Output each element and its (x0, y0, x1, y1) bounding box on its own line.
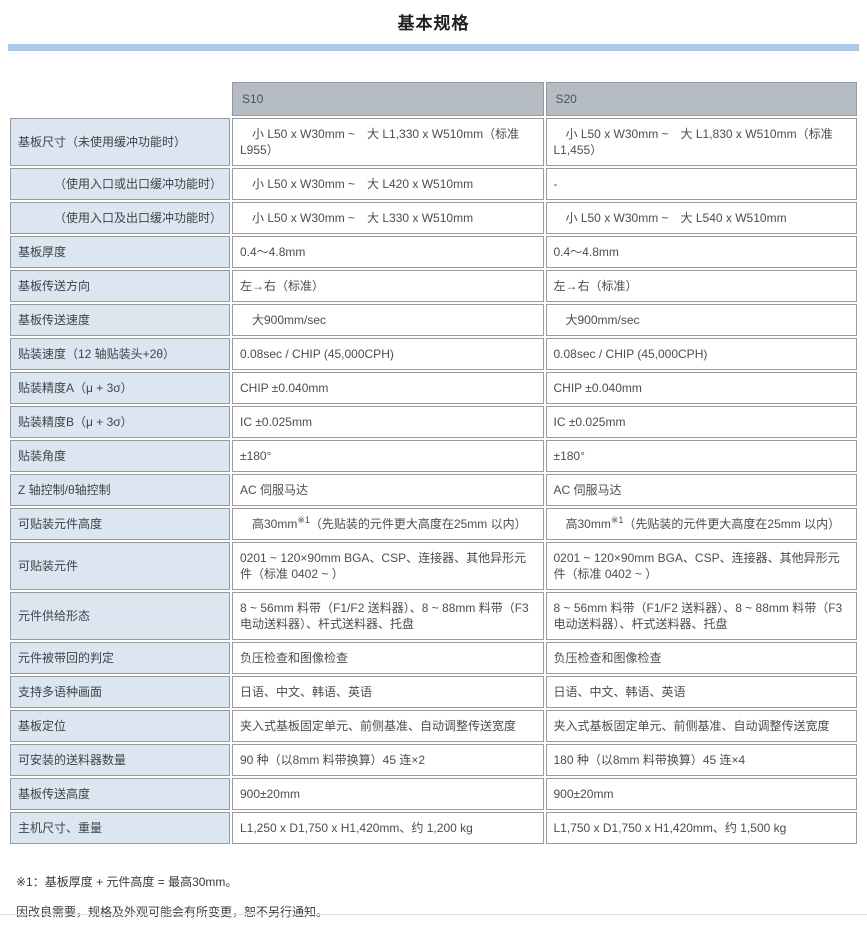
corner-cell (10, 82, 230, 116)
value-s20: - (545, 168, 857, 200)
spec-row: 支持多语种画面 日语、中文、韩语、英语 日语、中文、韩语、英语 (10, 676, 857, 708)
spec-table: S10 S20 基板尺寸（未使用缓冲功能时） 小 L50 x W30mm ~ 大… (8, 80, 859, 846)
row-label: 可贴装元件高度 (10, 508, 230, 540)
value-s10: 负压检查和图像检查 (232, 642, 544, 674)
value-s20: 0201 ~ 120×90mm BGA、CSP、连接器、其他异形元件（标准 04… (545, 542, 857, 590)
value-s10: CHIP ±0.040mm (232, 372, 544, 404)
row-label: 可贴装元件 (10, 542, 230, 590)
footnote-ref: ※1 (297, 515, 310, 525)
value-s20: 日语、中文、韩语、英语 (545, 676, 857, 708)
value-s20: 高30mm※1（先贴装的元件更大高度在25mm 以内） (545, 508, 857, 540)
row-label: 基板传送高度 (10, 778, 230, 810)
row-label: 贴装角度 (10, 440, 230, 472)
spec-row: 基板尺寸（未使用缓冲功能时） 小 L50 x W30mm ~ 大 L1,330 … (10, 118, 857, 166)
row-label: 贴装精度B（μ + 3σ） (10, 406, 230, 438)
row-label: 贴装速度（12 轴贴装头+2θ） (10, 338, 230, 370)
value-s20: 夹入式基板固定单元、前侧基准、自动调整传送宽度 (545, 710, 857, 742)
row-label: 主机尺寸、重量 (10, 812, 230, 844)
spec-row: 主机尺寸、重量 L1,250 x D1,750 x H1,420mm、约 1,20… (10, 812, 857, 844)
value-s20: 小 L50 x W30mm ~ 大 L1,830 x W510mm（标准L1,4… (545, 118, 857, 166)
value-s20: 900±20mm (545, 778, 857, 810)
page-header: 基本规格 (0, 0, 867, 51)
value-s20: 8 ~ 56mm 料带（F1/F2 送料器）、8 ~ 88mm 料带（F3 电动… (545, 592, 857, 640)
column-header-s20: S20 (545, 82, 857, 116)
footnote-2: 因改良需要，规格及外观可能会有所变更，恕不另行通知。 (16, 905, 329, 919)
spec-row: 元件被带回的判定 负压检查和图像检查 负压检查和图像检查 (10, 642, 857, 674)
row-label: 可安装的送料器数量 (10, 744, 230, 776)
value-s10: 小 L50 x W30mm ~ 大 L420 x W510mm (232, 168, 544, 200)
value-s10: 0.08sec / CHIP (45,000CPH) (232, 338, 544, 370)
spec-row: 基板传送方向 左→右（标准） 左→右（标准） (10, 270, 857, 302)
row-label: 基板厚度 (10, 236, 230, 268)
footnote-1: ※1：基板厚度 + 元件高度 = 最高30mm。 (16, 875, 238, 889)
spec-row: 基板传送高度 900±20mm 900±20mm (10, 778, 857, 810)
spec-row: 基板传送速度 大900mm/sec 大900mm/sec (10, 304, 857, 336)
row-label: 基板定位 (10, 710, 230, 742)
row-label: 基板传送速度 (10, 304, 230, 336)
row-label: 支持多语种画面 (10, 676, 230, 708)
value-s20: 左→右（标准） (545, 270, 857, 302)
value-s10: 900±20mm (232, 778, 544, 810)
value-s10: ±180° (232, 440, 544, 472)
row-label: （使用入口或出口缓冲功能时） (10, 168, 230, 200)
row-label: （使用入口及出口缓冲功能时） (10, 202, 230, 234)
row-label: 元件被带回的判定 (10, 642, 230, 674)
value-s20: 小 L50 x W30mm ~ 大 L540 x W510mm (545, 202, 857, 234)
value-s10: 夹入式基板固定单元、前侧基准、自动调整传送宽度 (232, 710, 544, 742)
value-s10: L1,250 x D1,750 x H1,420mm、约 1,200 kg (232, 812, 544, 844)
page-title: 基本规格 (397, 14, 470, 33)
value-s20: CHIP ±0.040mm (545, 372, 857, 404)
row-label: Z 轴控制/θ轴控制 (10, 474, 230, 506)
spec-row: Z 轴控制/θ轴控制 AC 伺服马达 AC 伺服马达 (10, 474, 857, 506)
value-s10: 90 种（以8mm 料带换算）45 连×2 (232, 744, 544, 776)
spec-row: 可贴装元件 0201 ~ 120×90mm BGA、CSP、连接器、其他异形元件（… (10, 542, 857, 590)
spec-row: 可贴装元件高度 高30mm※1（先贴装的元件更大高度在25mm 以内） 高30m… (10, 508, 857, 540)
value-s10: IC ±0.025mm (232, 406, 544, 438)
spec-row: 基板定位 夹入式基板固定单元、前侧基准、自动调整传送宽度 夹入式基板固定单元、前侧基… (10, 710, 857, 742)
row-label: 元件供给形态 (10, 592, 230, 640)
spec-row: 贴装速度（12 轴贴装头+2θ） 0.08sec / CHIP (45,000CP… (10, 338, 857, 370)
value-s20: 0.08sec / CHIP (45,000CPH) (545, 338, 857, 370)
spec-row: 贴装精度B（μ + 3σ） IC ±0.025mm IC ±0.025mm (10, 406, 857, 438)
bottom-divider (0, 914, 867, 915)
value-s20: AC 伺服马达 (545, 474, 857, 506)
value-s20: 负压检查和图像检查 (545, 642, 857, 674)
value-s20: 180 种（以8mm 料带换算）45 连×4 (545, 744, 857, 776)
value-s10: 小 L50 x W30mm ~ 大 L330 x W510mm (232, 202, 544, 234)
spec-section: S10 S20 基板尺寸（未使用缓冲功能时） 小 L50 x W30mm ~ 大… (8, 80, 859, 920)
value-s20: IC ±0.025mm (545, 406, 857, 438)
value-s20: L1,750 x D1,750 x H1,420mm、约 1,500 kg (545, 812, 857, 844)
value-s10: AC 伺服马达 (232, 474, 544, 506)
value-s10: 日语、中文、韩语、英语 (232, 676, 544, 708)
value-s20: 0.4～4.8mm (545, 236, 857, 268)
value-s10: 8 ~ 56mm 料带（F1/F2 送料器）、8 ~ 88mm 料带（F3 电动… (232, 592, 544, 640)
spec-row: 可安装的送料器数量 90 种（以8mm 料带换算）45 连×2 180 种（以8mm… (10, 744, 857, 776)
footnote-ref: ※1 (610, 515, 624, 525)
value-s10: 高30mm※1（先贴装的元件更大高度在25mm 以内） (232, 508, 544, 540)
value-s10: 小 L50 x W30mm ~ 大 L1,330 x W510mm（标准L955… (232, 118, 544, 166)
title-accent-bar (8, 44, 859, 51)
value-s20: 大900mm/sec (545, 304, 857, 336)
value-s20: ±180° (545, 440, 857, 472)
header-row: S10 S20 (10, 82, 857, 116)
value-s10: 0201 ~ 120×90mm BGA、CSP、连接器、其他异形元件（标准 04… (232, 542, 544, 590)
spec-row: （使用入口或出口缓冲功能时） 小 L50 x W30mm ~ 大 L420 x … (10, 168, 857, 200)
spec-row: 贴装精度A（μ + 3σ） CHIP ±0.040mm CHIP ±0.040mm (10, 372, 857, 404)
row-label: 基板传送方向 (10, 270, 230, 302)
value-s10: 0.4～4.8mm (232, 236, 544, 268)
row-label: 基板尺寸（未使用缓冲功能时） (10, 118, 230, 166)
spec-row: 基板厚度 0.4～4.8mm 0.4～4.8mm (10, 236, 857, 268)
column-header-s10: S10 (232, 82, 544, 116)
spec-row: 元件供给形态 8 ~ 56mm 料带（F1/F2 送料器）、8 ~ 88mm 料带… (10, 592, 857, 640)
row-label: 贴装精度A（μ + 3σ） (10, 372, 230, 404)
spec-row: 贴装角度 ±180° ±180° (10, 440, 857, 472)
spec-row: （使用入口及出口缓冲功能时） 小 L50 x W30mm ~ 大 L330 x … (10, 202, 857, 234)
value-s10: 大900mm/sec (232, 304, 544, 336)
value-s10: 左→右（标准） (232, 270, 544, 302)
